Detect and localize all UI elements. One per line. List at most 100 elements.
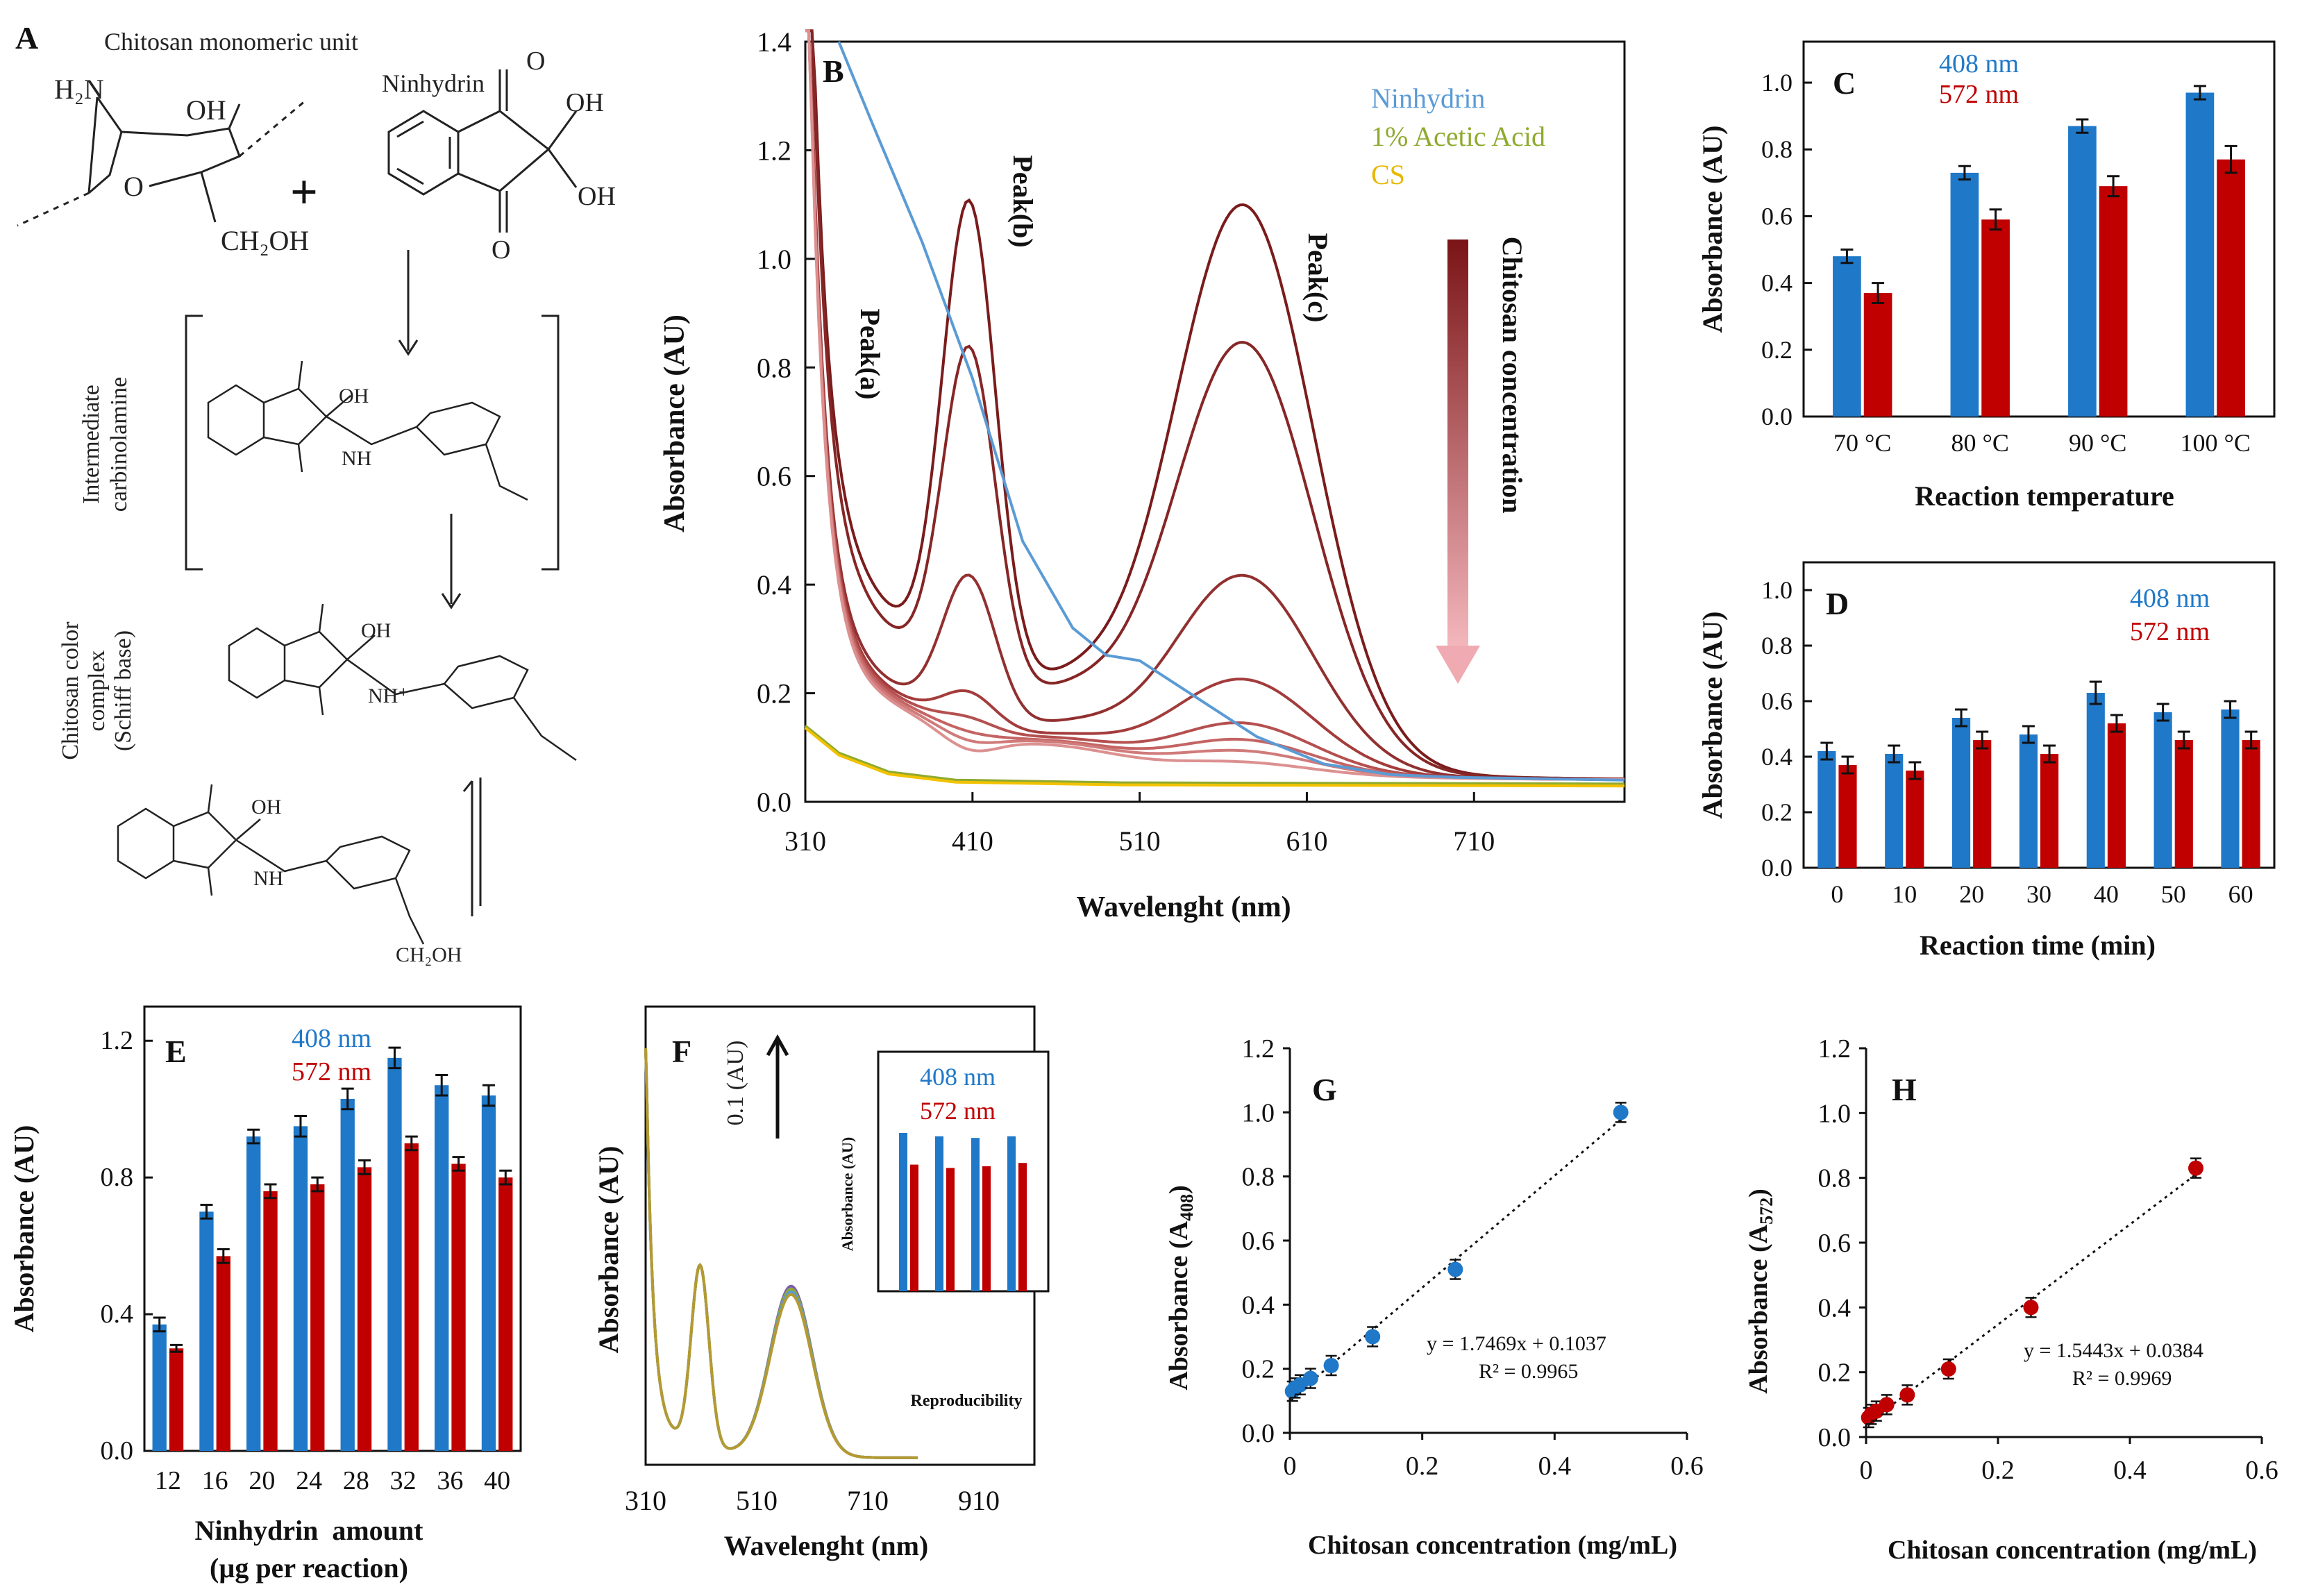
e-bar-408 [246, 1136, 261, 1451]
panel-f-inset-legend-408: 408 nm [920, 1063, 996, 1091]
g-xtick-label: 0.2 [1406, 1452, 1439, 1481]
e-error-bar [341, 1087, 354, 1111]
e-bar-572 [310, 1184, 325, 1451]
h-ytick-label: 0.4 [1818, 1293, 1852, 1322]
product-ch2oh: CH₂OH [396, 943, 462, 966]
panel-h-equation: y = 1.5443x + 0.0384 [2024, 1339, 2203, 1362]
g-ytick-label: 1.2 [1242, 1034, 1275, 1064]
ninhydrin-o-top: O [526, 47, 545, 76]
product-oh: OH [251, 796, 281, 818]
peak-c-label: Peak(c) [1302, 233, 1334, 323]
panel-e-ylabel: Absorbance (AU) [8, 1125, 40, 1333]
f-xtick-label: 310 [625, 1485, 666, 1516]
f-inset-bar-572 [982, 1166, 991, 1291]
panel-e-frame [143, 1005, 522, 1452]
b-ytick-label: 1.2 [757, 135, 791, 166]
panel-b-frame [804, 40, 1626, 803]
panel-f-inset-legend-572: 572 nm [920, 1097, 996, 1125]
panel-f-scale-label: 0.1 (AU) [723, 1041, 748, 1126]
d-error-bar [2156, 703, 2169, 722]
b-ytick-label: 1.4 [757, 26, 791, 58]
panel-e-bars: 0.0 0.4 0.8 1.2 12 16 20 24 28 32 36 40 [101, 1026, 513, 1495]
panel-a-scheme: A Chitosan monomeric unit H₂N OH O CH₂OH… [15, 20, 616, 966]
intermediate-nh: NH [342, 447, 371, 470]
arrow-1 [398, 250, 419, 356]
c-error-bar [2224, 144, 2237, 174]
e-error-bar [358, 1159, 371, 1175]
complex-oh: OH [361, 619, 391, 642]
g-data-point [1447, 1261, 1463, 1277]
panel-c-letter: C [1833, 65, 1856, 101]
e-ytick-label: 1.2 [101, 1026, 134, 1055]
c-bar-572 [2217, 159, 2245, 417]
panel-a-letter: A [15, 20, 38, 56]
c-ytick-label: 0.0 [1761, 403, 1792, 430]
panel-e-chart: E 408 nm 572 nm 0.0 0.4 0.8 1.2 12 16 20 24 28 32… [8, 1005, 522, 1584]
g-ytick-label: 1.0 [1242, 1098, 1275, 1127]
ninhydrin-benzene [387, 110, 460, 196]
c-bar-408 [1950, 172, 1979, 417]
c-error-bar [2107, 175, 2120, 198]
e-error-bar [405, 1135, 418, 1152]
f-inset-bar-572 [910, 1164, 918, 1291]
h-data-point [1940, 1361, 1956, 1377]
glycosidic-dash-right [239, 99, 306, 158]
d-error-bar [1820, 741, 1833, 761]
e-bar-408 [293, 1126, 308, 1451]
panel-e-letter: E [165, 1034, 187, 1069]
panel-c-frame [1802, 40, 2276, 418]
panel-h-r2: R² = 0.9969 [2072, 1367, 2172, 1390]
d-error-bar [2043, 744, 2056, 764]
glycosidic-dash-left [17, 192, 90, 227]
b-ytick-label: 0.0 [757, 787, 791, 818]
d-bar-572 [2040, 754, 2059, 868]
e-bar-572 [169, 1348, 184, 1451]
panel-b-ylabel: Absorbance (AU) [659, 314, 691, 532]
b-ytick-label: 0.2 [757, 678, 791, 709]
g-data-point [1613, 1104, 1629, 1120]
d-error-bar [1888, 744, 1901, 764]
d-bar-572 [2242, 740, 2260, 868]
d-error-bar [2224, 700, 2237, 719]
ninhydrin-oh-1: OH [566, 88, 604, 117]
e-error-bar [170, 1343, 183, 1353]
e-error-bar [200, 1204, 213, 1220]
e-bar-572 [451, 1164, 466, 1451]
c-error-bar [1840, 249, 1854, 264]
b-ytick-label: 0.4 [757, 569, 791, 600]
panel-c-chart: C 408 nm 572 nm 0.0 0.2 0.4 0.6 0.8 1.0 70 °C 8… [1697, 40, 2276, 512]
panel-g-letter: G [1312, 1072, 1337, 1107]
complex-label-1: Chitosan color [58, 621, 83, 760]
c-ytick-label: 0.2 [1761, 336, 1792, 364]
d-error-bar [1841, 755, 1854, 775]
h-ytick-label: 0.6 [1818, 1229, 1852, 1258]
ring-o-label: O [124, 171, 144, 202]
monomer-label: Chitosan monomeric unit [104, 28, 358, 56]
ninhydrin-label: Ninhydrin [382, 69, 485, 97]
c-ytick-label: 0.8 [1761, 135, 1792, 163]
g-ytick-label: 0.6 [1242, 1227, 1275, 1256]
d-bar-572 [1906, 771, 1924, 868]
e-category-label: 40 [484, 1466, 510, 1495]
panel-e-legend-572: 572 nm [292, 1057, 371, 1086]
b-sample-curve [805, 29, 1624, 781]
panel-h-plot: 0.0 0.2 0.4 0.6 0.8 1.0 1.2 0 0.2 0.4 0.6 [1818, 1034, 2278, 1485]
d-category-label: 20 [1959, 880, 1984, 908]
peak-b-label: Peak(b) [1007, 155, 1039, 247]
d-ytick-label: 0.8 [1761, 632, 1792, 660]
e-ytick-label: 0.4 [101, 1300, 134, 1329]
f-inset-bar-572 [946, 1168, 955, 1291]
complex-label-2: complex [84, 650, 110, 731]
equilibrium-arrows [462, 778, 482, 916]
f-inset-bar-572 [1018, 1163, 1027, 1291]
g-xtick-label: 0.6 [1670, 1452, 1704, 1481]
h-ytick-label: 0.8 [1818, 1164, 1852, 1193]
concentration-arrow-label: Chitosan concentration [1497, 237, 1528, 514]
e-error-bar [435, 1073, 448, 1097]
e-error-bar [247, 1128, 260, 1145]
c-error-bar [2193, 85, 2206, 101]
panel-e-xlabel-2: (µg per reaction) [210, 1552, 408, 1584]
e-bar-572 [216, 1256, 230, 1451]
panel-b-xlabel: Wavelenght (nm) [1076, 891, 1291, 923]
panel-h-xlabel: Chitosan concentration (mg/mL) [1888, 1536, 2257, 1565]
